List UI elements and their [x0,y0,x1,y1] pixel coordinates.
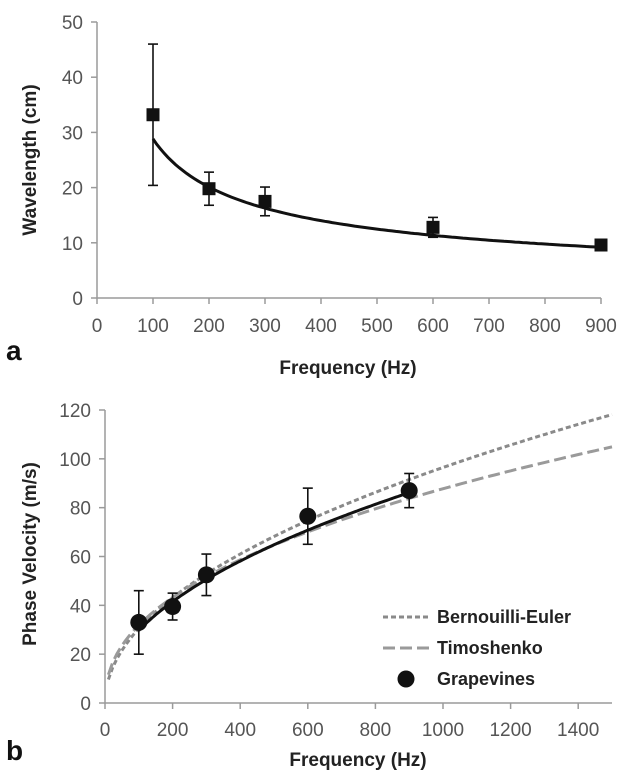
legend-grapevines-label: Grapevines [437,669,535,689]
panel-a-x-tick-label: 200 [193,316,225,337]
panel-b-x-axis-label: Frequency (Hz) [289,750,426,771]
panel-b-x-tick-label: 600 [292,720,324,741]
panel-a-x-tick-label: 600 [417,316,449,337]
panel-b-data-points [130,472,418,655]
panel-b-y-tick-label: 0 [80,694,91,715]
panel-a-x-tick-label: 100 [137,316,169,337]
panel-b-y-tick-label: 40 [70,596,91,617]
panel-b-power-fit-line [137,491,410,632]
data-point-circle [197,566,215,584]
panel-b-y-tick-label: 80 [70,499,91,520]
panel-a-y-tick-label: 0 [72,289,83,310]
data-point-circle [130,613,148,631]
panel-b-y-axis-label: Phase Velocity (m/s) [20,462,41,646]
panel-a-y-tick-label: 30 [62,123,83,144]
panel-b-y-tick-label: 120 [59,401,91,422]
data-point-square [426,220,440,234]
panel-a-y-tick-label: 40 [62,68,83,89]
panel-b-x-tick-label: 800 [360,720,392,741]
panel-b-letter: b [6,735,23,766]
panel-b-x-tick-label: 200 [157,720,189,741]
panel-a-x-tick-label: 0 [92,316,103,337]
panel-a-x-tick-label: 500 [361,316,393,337]
panel-a-fit-curve [151,138,602,249]
data-point-circle [164,598,182,616]
panel-a-x-tick-label: 900 [585,316,617,337]
panel-b-legend: Bernouilli-Euler Timoshenko Grapevines [383,607,571,689]
panel-a-y-tick-label: 20 [62,179,83,200]
legend-timoshenko-label: Timoshenko [437,638,543,658]
panel-a-y-tick-label: 10 [62,234,83,255]
data-point-circle [299,507,317,525]
panel-b-fit-curve [137,491,410,632]
panel-a-x-axis-label: Frequency (Hz) [279,358,416,379]
panel-a-letter: a [6,335,22,366]
panel-a-x-tick-label: 400 [305,316,337,337]
panel-a-power-fit-line [151,138,602,249]
panel-a-x-tick-label: 800 [529,316,561,337]
data-point-square [146,108,160,122]
panel-b-y-tick-label: 60 [70,548,91,569]
panel-b-x-tick-label: 1400 [557,720,599,741]
data-point-square [258,194,272,208]
data-point-square [594,238,608,252]
data-point-square [202,182,216,196]
panel-b-x-tick-label: 0 [100,720,111,741]
panel-b-x-tick-label: 1000 [422,720,464,741]
curve-timoshenko [106,445,613,676]
panel-b-x-tick-label: 400 [224,720,256,741]
panel-b-y-tick-label: 100 [59,450,91,471]
panel-a-y-tick-label: 50 [62,13,83,34]
panel-b-y-tick-label: 20 [70,645,91,666]
panel-a-y-axis-label: Wavelength (cm) [20,84,41,235]
legend-grapevines-marker [397,670,415,688]
panel-a-data-points [146,43,608,252]
panel-b-model-curves [106,413,613,681]
legend-bernouilli-euler-label: Bernouilli-Euler [437,607,571,627]
panel-a-x-tick-label: 300 [249,316,281,337]
panel-b-x-tick-label: 1200 [489,720,531,741]
panel-a-x-tick-label: 700 [473,316,505,337]
data-point-circle [400,482,418,500]
